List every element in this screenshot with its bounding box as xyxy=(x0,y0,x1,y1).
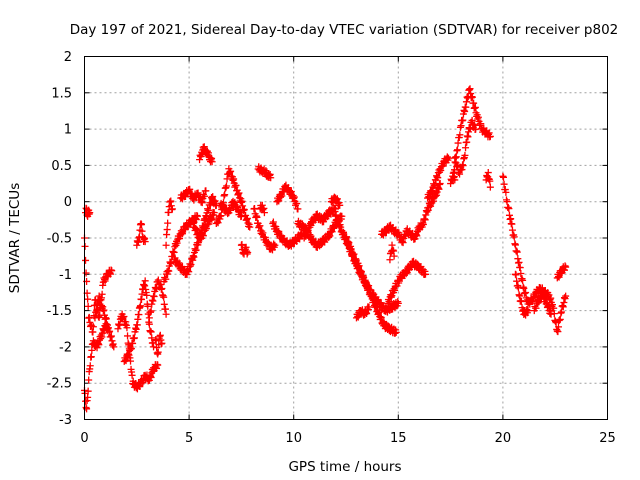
y-tick-label: 1 xyxy=(64,123,72,138)
y-tick-label: -2.5 xyxy=(47,377,72,392)
series-track-9 xyxy=(152,331,166,358)
y-tick-label: 0.5 xyxy=(51,159,72,174)
scatter-point xyxy=(511,270,532,319)
series-track-42 xyxy=(553,262,570,282)
scatter-point xyxy=(451,116,480,178)
x-tick-labels: 0 5 10 15 20 25 xyxy=(80,431,615,446)
y-tick-labels: -3 -2.5 -2 -1.5 -1 -0.5 0 0.5 1 1.5 2 xyxy=(47,50,72,428)
x-tick-label: 15 xyxy=(390,431,407,446)
series-track-41 xyxy=(530,291,555,318)
scatter-point xyxy=(133,220,149,249)
y-tick-label: 2 xyxy=(64,50,72,65)
scatter-point xyxy=(196,143,216,166)
series-track-15 xyxy=(196,143,216,166)
scatter-point xyxy=(256,201,268,217)
series-track-3 xyxy=(82,204,94,220)
scatter-point xyxy=(114,310,162,393)
series-track-18 xyxy=(237,241,252,258)
scatter-point xyxy=(499,172,570,336)
scatter-point xyxy=(530,291,555,318)
series-track-5 xyxy=(114,310,162,393)
scatter-point xyxy=(170,193,220,279)
data-marks xyxy=(81,85,570,413)
series-track-26 xyxy=(300,204,340,242)
series-track-39 xyxy=(499,172,570,336)
y-tick-label: 1.5 xyxy=(51,86,72,101)
x-axis-title: GPS time / hours xyxy=(288,459,401,475)
series-track-36 xyxy=(451,116,480,178)
scatter-point xyxy=(482,169,494,191)
series-track-12 xyxy=(170,193,220,279)
scatter-point xyxy=(162,197,176,249)
scatter-point xyxy=(269,218,306,250)
series-track-29 xyxy=(342,233,400,337)
series-track-22 xyxy=(256,201,268,217)
scatter-point xyxy=(384,257,429,307)
x-tick-label: 25 xyxy=(599,431,616,446)
scatter-point xyxy=(237,241,252,258)
series-track-17 xyxy=(216,197,245,221)
series-track-14 xyxy=(189,208,218,243)
x-tick-label: 20 xyxy=(495,431,512,446)
series-track-11 xyxy=(162,197,176,249)
scatter-point xyxy=(300,204,340,242)
series-track-4 xyxy=(91,292,112,329)
series-track-34 xyxy=(424,153,453,202)
scatter-point xyxy=(424,153,453,202)
scatter-point xyxy=(152,331,166,358)
scatter-point xyxy=(82,204,94,220)
series-track-30 xyxy=(352,303,373,322)
series-track-8 xyxy=(145,276,170,322)
scatter-point xyxy=(553,262,570,282)
series-track-31 xyxy=(378,180,444,247)
x-tick-label: 0 xyxy=(80,431,88,446)
x-tick-label: 10 xyxy=(285,431,302,446)
chart-title: Day 197 of 2021, Sidereal Day-to-day VTE… xyxy=(70,22,619,38)
y-tick-label: -1 xyxy=(59,268,72,283)
x-tick-label: 5 xyxy=(185,431,193,446)
scatter-point xyxy=(145,276,170,322)
scatter-point xyxy=(120,277,158,365)
series-track-23 xyxy=(273,181,302,213)
scatter-point xyxy=(263,169,275,182)
scatter-point xyxy=(216,197,245,221)
series-track-33 xyxy=(386,241,398,264)
series-track-13 xyxy=(177,185,210,207)
scatter-point xyxy=(327,193,344,209)
scatter-point xyxy=(177,185,210,207)
series-track-38 xyxy=(482,169,494,191)
series-track-40 xyxy=(511,270,532,319)
series-track-21 xyxy=(263,169,275,182)
y-tick-label: -0.5 xyxy=(47,232,72,247)
series-track-24 xyxy=(269,218,306,250)
y-tick-label: -2 xyxy=(59,340,72,355)
scatter-point xyxy=(386,241,398,264)
scatter-point xyxy=(352,303,373,322)
series-track-32 xyxy=(384,257,429,307)
y-axis-title: SDTVAR / TECUs xyxy=(7,183,23,293)
series-track-37 xyxy=(447,172,459,188)
scatter-point xyxy=(378,180,444,247)
scatter-point xyxy=(250,205,279,254)
y-tick-label: -3 xyxy=(59,413,72,428)
plot-frame xyxy=(84,56,608,420)
scatter-point xyxy=(91,292,112,329)
y-tick-label: -1.5 xyxy=(47,304,72,319)
y-tick-label: 0 xyxy=(64,195,72,210)
scatter-point xyxy=(273,181,302,213)
series-track-6 xyxy=(120,277,158,365)
series-track-27 xyxy=(327,193,344,209)
series-track-19 xyxy=(250,205,279,254)
scatter-point xyxy=(447,172,459,188)
scatter-point xyxy=(189,208,218,243)
series-track-7 xyxy=(133,220,149,249)
scatter-point xyxy=(342,233,400,337)
